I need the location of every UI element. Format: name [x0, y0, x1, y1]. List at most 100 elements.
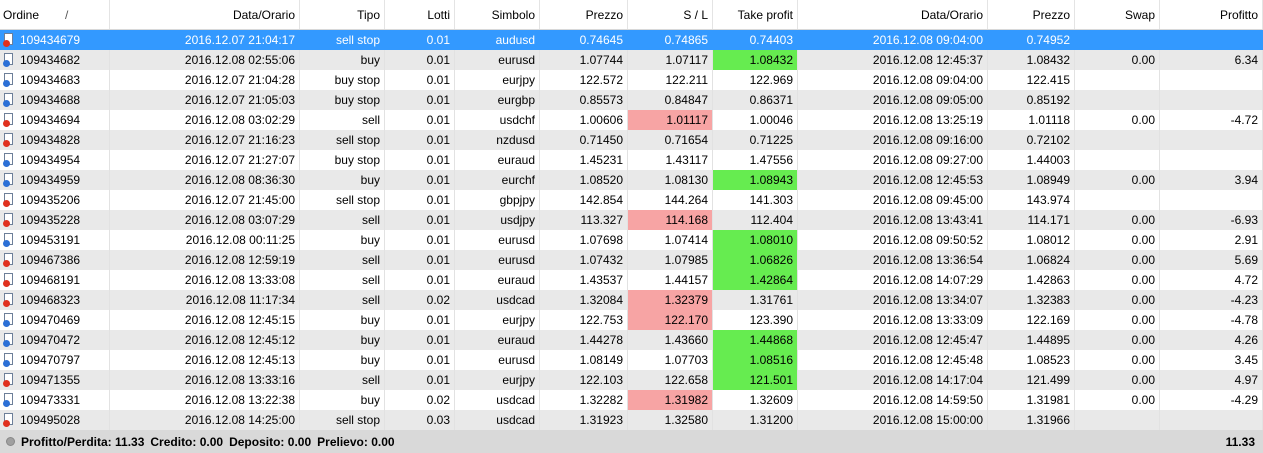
cell-text: 1.32379 — [664, 293, 708, 307]
table-cell: 2016.12.08 12:45:47 — [798, 330, 988, 350]
cell-text: 1.32609 — [749, 393, 793, 407]
table-cell: 4.26 — [1160, 330, 1263, 350]
order-icon — [3, 313, 15, 327]
column-header[interactable]: Prezzo — [988, 0, 1075, 29]
table-cell: 0.01 — [385, 130, 455, 150]
cell-text: 2016.12.07 21:45:00 — [184, 193, 295, 207]
cell-text: usdcad — [496, 413, 535, 427]
column-header[interactable]: Profitto — [1160, 0, 1263, 29]
table-cell: 2016.12.08 09:04:00 — [798, 70, 988, 90]
table-row[interactable]: 109470797 2016.12.08 12:45:13 buy 0.01 eurus… — [0, 350, 1263, 370]
table-row[interactable]: 109434679 2016.12.07 21:04:17 sell stop 0.0… — [0, 30, 1263, 50]
icon-dot — [3, 200, 10, 207]
cell-text: 141.303 — [749, 193, 793, 207]
table-row[interactable]: 109434688 2016.12.07 21:05:03 buy stop 0.01… — [0, 90, 1263, 110]
table-row[interactable]: 109495028 2016.12.08 14:25:00 sell stop 0.0… — [0, 410, 1263, 430]
table-row[interactable]: 109435228 2016.12.08 03:07:29 sell 0.01 usdj… — [0, 210, 1263, 230]
table-cell: 1.06824 — [988, 250, 1075, 270]
cell-text: buy — [360, 173, 380, 187]
table-row[interactable]: 109468323 2016.12.08 11:17:34 sell 0.02 usdc… — [0, 290, 1263, 310]
table-cell: 1.07414 — [628, 230, 713, 250]
table-row[interactable]: 109468191 2016.12.08 13:33:08 sell 0.01 eura… — [0, 270, 1263, 290]
cell-text: 2016.12.08 14:59:50 — [872, 393, 983, 407]
table-row[interactable]: 109434682 2016.12.08 02:55:06 buy 0.01 eurus… — [0, 50, 1263, 70]
cell-text: 0.01 — [426, 273, 450, 287]
table-cell: 1.47556 — [713, 150, 798, 170]
cell-text: 0.71225 — [749, 133, 793, 147]
column-header[interactable]: Tipo — [300, 0, 385, 29]
order-icon — [3, 353, 15, 367]
table-cell: eurusd — [455, 230, 540, 250]
column-header[interactable]: Data/Orario — [110, 0, 300, 29]
table-row[interactable]: 109434694 2016.12.08 03:02:29 sell 0.01 usdc… — [0, 110, 1263, 130]
cell-text: 2016.12.08 13:43:41 — [872, 213, 983, 227]
table-row[interactable]: 109453191 2016.12.08 00:11:25 buy 0.01 eurus… — [0, 230, 1263, 250]
table-cell: 2016.12.07 21:27:07 — [110, 150, 300, 170]
icon-dot — [3, 160, 10, 167]
table-cell: 2016.12.08 12:45:53 — [798, 170, 988, 190]
icon-dot — [3, 260, 10, 267]
table-row[interactable]: 109473331 2016.12.08 13:22:38 buy 0.02 usdca… — [0, 390, 1263, 410]
cell-text: 121.501 — [749, 373, 793, 387]
table-row[interactable]: 109434959 2016.12.08 08:36:30 buy 0.01 eurch… — [0, 170, 1263, 190]
column-header[interactable]: Take profit — [713, 0, 798, 29]
table-row[interactable]: 109470469 2016.12.08 12:45:15 buy 0.01 eurjp… — [0, 310, 1263, 330]
table-cell: 1.07985 — [628, 250, 713, 270]
table-cell: 1.08432 — [713, 50, 798, 70]
cell-text: 2016.12.08 11:17:34 — [185, 293, 295, 307]
table-row[interactable]: 109435206 2016.12.07 21:45:00 sell stop 0.0… — [0, 190, 1263, 210]
cell-text: 1.47556 — [749, 153, 793, 167]
column-header[interactable]: Data/Orario — [798, 0, 988, 29]
cell-text: 2016.12.08 12:45:48 — [872, 353, 983, 367]
cell-text: 109470797 — [20, 353, 81, 367]
table-cell: 2016.12.08 14:07:29 — [798, 270, 988, 290]
cell-text: 1.08130 — [664, 173, 708, 187]
table-cell: sell stop — [300, 190, 385, 210]
icon-dot — [3, 240, 10, 247]
cell-text: 2016.12.08 13:22:38 — [184, 393, 295, 407]
column-header[interactable]: Swap — [1075, 0, 1160, 29]
table-row[interactable]: 109434683 2016.12.07 21:04:28 buy stop 0.01… — [0, 70, 1263, 90]
cell-text: usdcad — [496, 293, 535, 307]
cell-text: eurusd — [498, 253, 535, 267]
table-cell: 0.86371 — [713, 90, 798, 110]
table-cell: buy stop — [300, 70, 385, 90]
table-cell: 2016.12.07 21:04:28 — [110, 70, 300, 90]
footer-item: Deposito: 0.00 — [229, 435, 311, 449]
column-title: Prezzo — [1032, 7, 1070, 22]
icon-dot — [3, 140, 10, 147]
cell-text: 0.74865 — [664, 33, 708, 47]
cell-text: 0.00 — [1131, 253, 1155, 267]
table-cell: 122.753 — [540, 310, 628, 330]
cell-text: sell — [361, 273, 380, 287]
cell-text: 1.08943 — [749, 173, 793, 187]
column-header[interactable]: S / L — [628, 0, 713, 29]
cell-text: 1.32282 — [579, 393, 623, 407]
table-cell: 1.08949 — [988, 170, 1075, 190]
table-cell: 2016.12.08 12:45:48 — [798, 350, 988, 370]
table-cell: 5.69 — [1160, 250, 1263, 270]
cell-text: 2016.12.08 13:25:19 — [872, 113, 983, 127]
cell-text: 2016.12.08 15:00:00 — [872, 413, 983, 427]
cell-text: 0.72102 — [1026, 133, 1070, 147]
table-cell — [1075, 150, 1160, 170]
column-header[interactable]: Ordine / — [0, 0, 110, 29]
cell-text: eurusd — [498, 233, 535, 247]
table-cell: euraud — [455, 150, 540, 170]
table-row[interactable]: 109470472 2016.12.08 12:45:12 buy 0.01 eurau… — [0, 330, 1263, 350]
table-row[interactable]: 109467386 2016.12.08 12:59:19 sell 0.01 euru… — [0, 250, 1263, 270]
order-icon — [3, 293, 15, 307]
cell-text: 0.01 — [426, 93, 450, 107]
order-icon — [3, 333, 15, 347]
table-row[interactable]: 109471355 2016.12.08 13:33:16 sell 0.01 eurj… — [0, 370, 1263, 390]
cell-text: 1.45231 — [579, 153, 623, 167]
table-row[interactable]: 109434954 2016.12.07 21:27:07 buy stop 0.01… — [0, 150, 1263, 170]
column-header[interactable]: Simbolo — [455, 0, 540, 29]
cell-text: 2016.12.07 21:05:03 — [184, 93, 295, 107]
table-row[interactable]: 109434828 2016.12.07 21:16:23 sell stop 0.0… — [0, 130, 1263, 150]
cell-text: 1.44003 — [1026, 153, 1070, 167]
footer-total[interactable]: 11.33 — [1225, 434, 1255, 449]
cell-text: sell stop — [335, 133, 380, 147]
column-header[interactable]: Lotti — [385, 0, 455, 29]
column-header[interactable]: Prezzo — [540, 0, 628, 29]
